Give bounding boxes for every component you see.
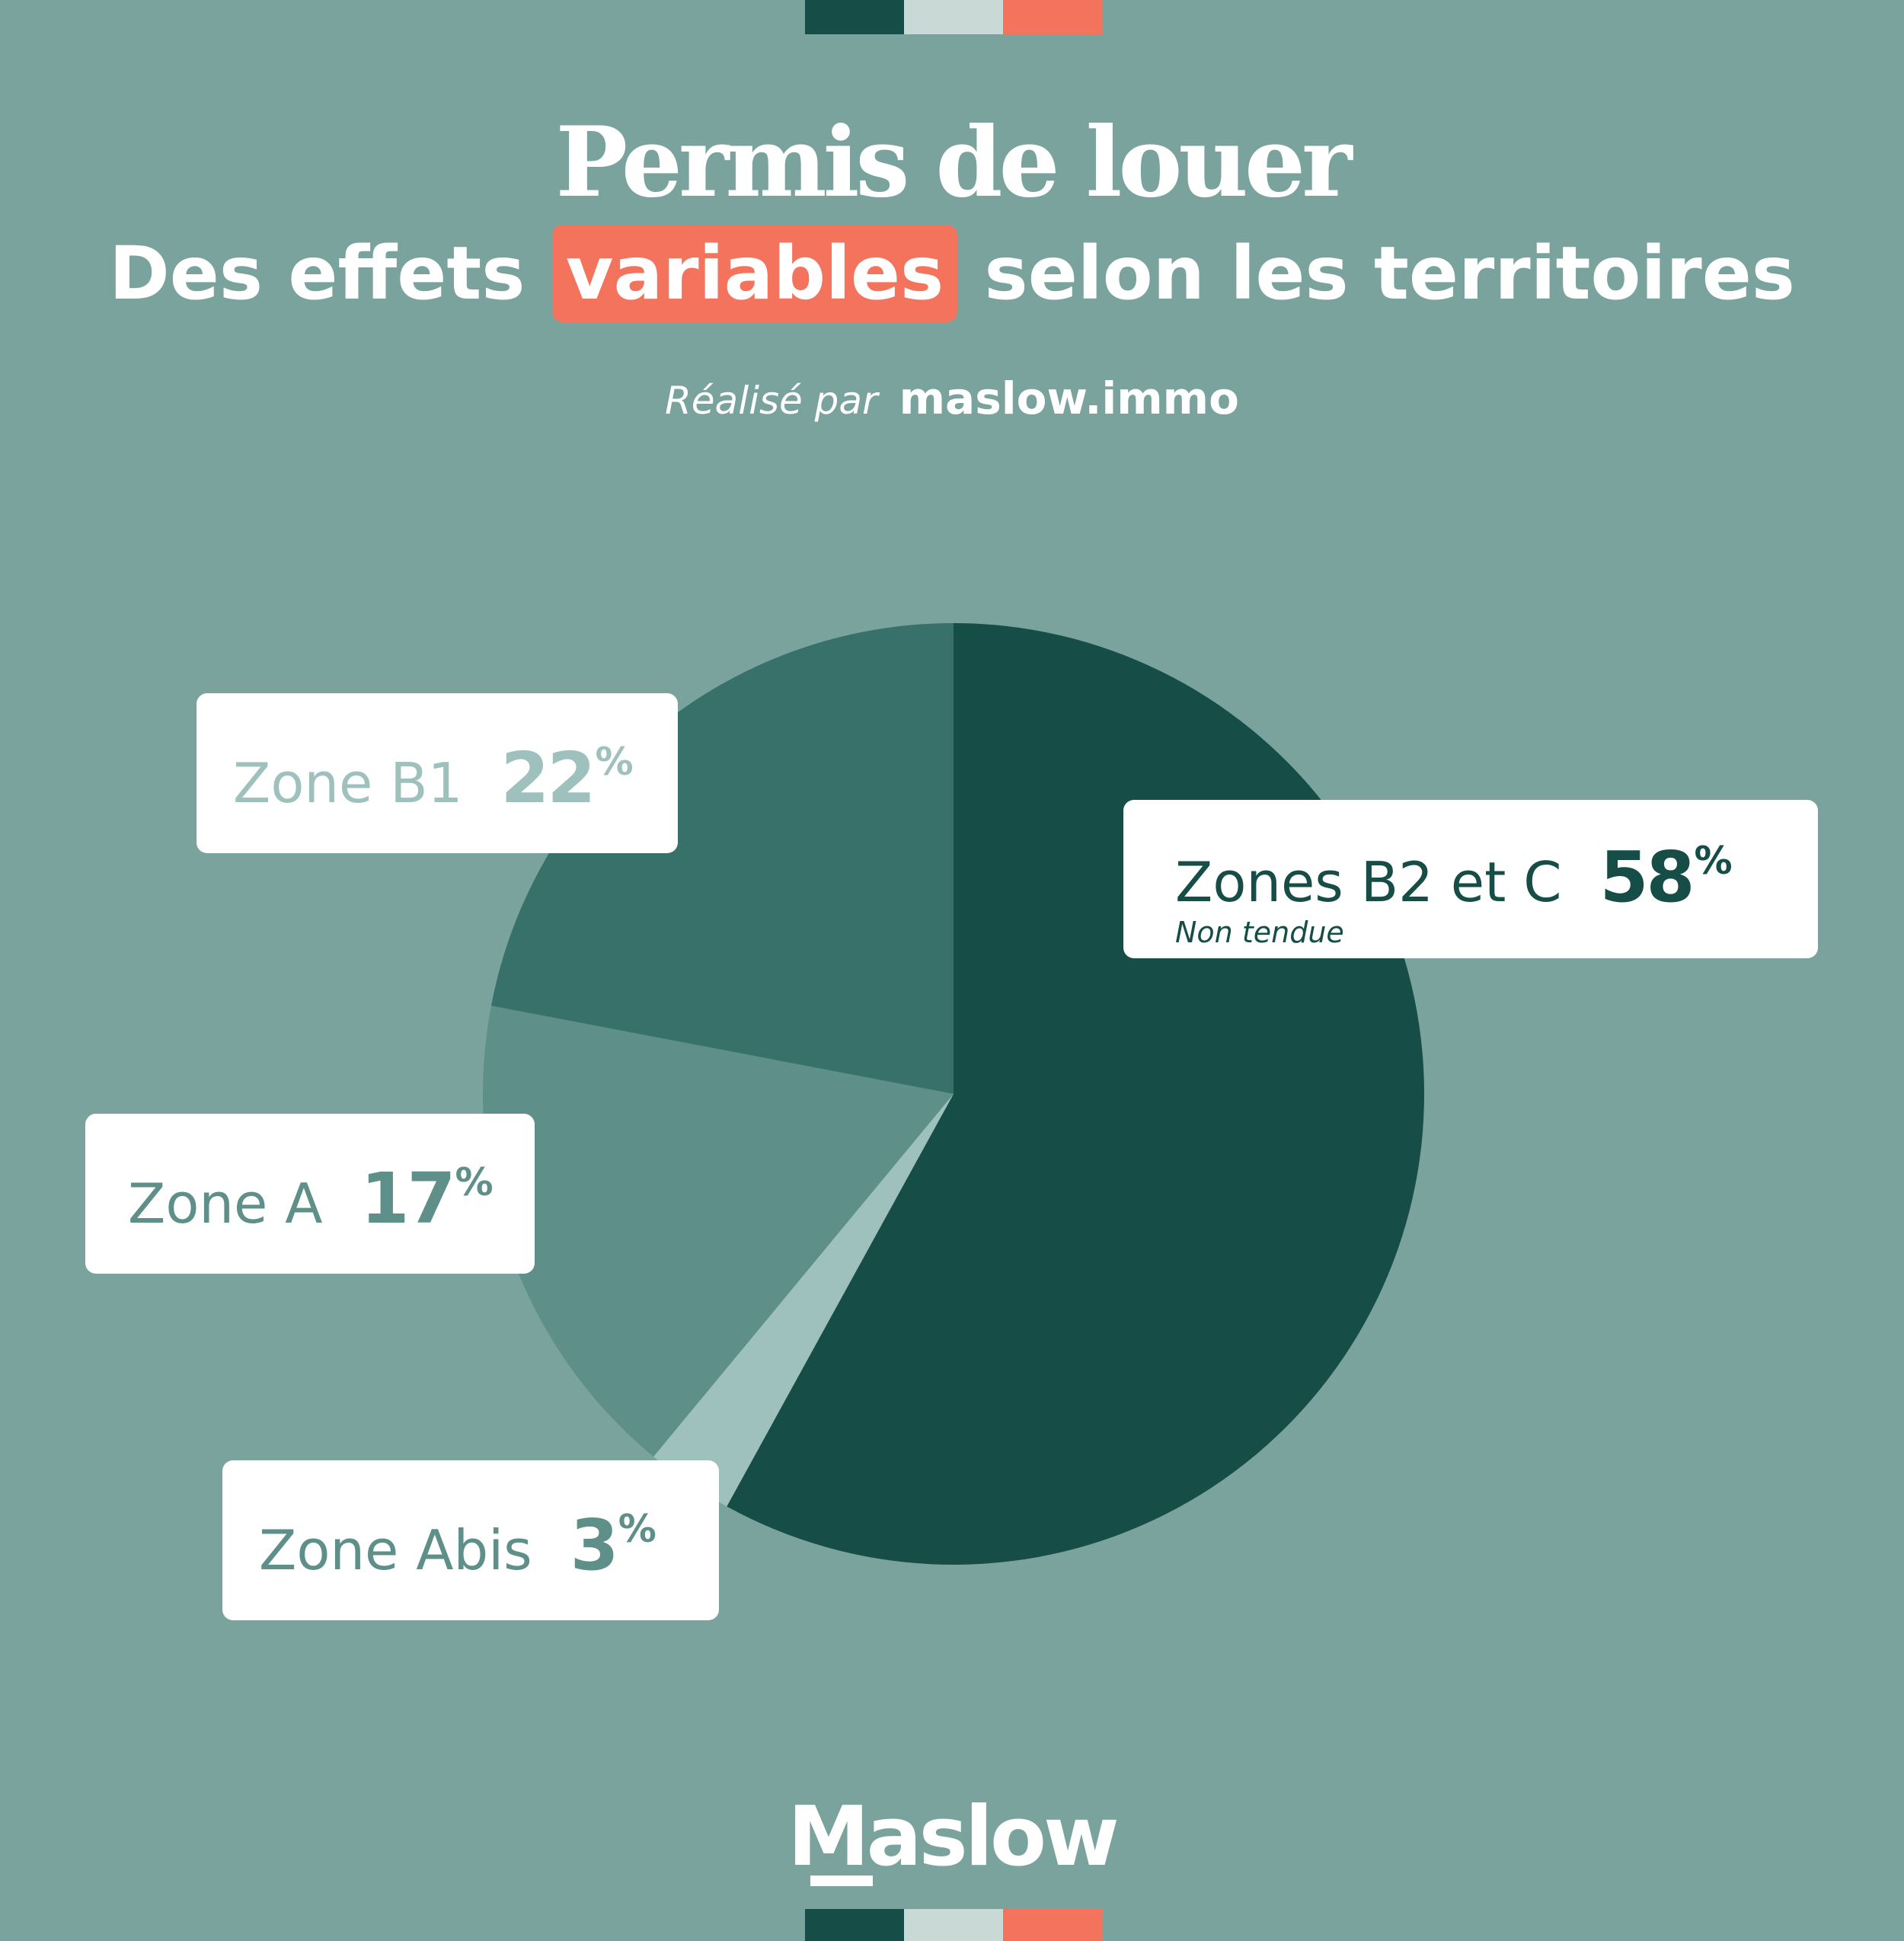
label-zone-b1: Zone B1 22% — [196, 693, 678, 853]
flag-stripe-light — [904, 1909, 1003, 1941]
flag-stripe-coral — [1003, 0, 1102, 34]
percent-sign: % — [455, 1160, 494, 1204]
label-zone-b1-number: 22 — [500, 737, 596, 819]
flag-stripe-light — [904, 0, 1003, 34]
label-zone-abis-number: 3 — [570, 1505, 619, 1586]
percent-sign: % — [1694, 839, 1733, 883]
flag-stripe-coral — [1003, 1909, 1102, 1941]
credit-prefix: Réalisé par — [665, 379, 878, 423]
flag-stripe-dark — [805, 1909, 904, 1941]
flag-stripe-top — [805, 0, 1102, 34]
label-zone-abis-value: 3% — [570, 1505, 656, 1586]
subtitle-after: selon les territoires — [984, 231, 1795, 316]
maslow-logo: Maslow — [787, 1789, 1120, 1885]
label-zone-abis-name: Zone Abis — [259, 1518, 532, 1582]
pie-slice-zone-b1 — [490, 623, 954, 1094]
credit-line: Réalisé par maslow.immo — [0, 372, 1904, 436]
label-zones-b2-c-number: 58 — [1599, 836, 1695, 918]
label-zone-a-value: 17% — [360, 1158, 493, 1239]
pie-slice-zone-a — [483, 1006, 954, 1457]
percent-sign: % — [595, 740, 634, 784]
label-zones-b2-c-value: 58% — [1599, 836, 1732, 918]
pie-slice-zone-abis — [653, 1094, 954, 1507]
subtitle-before: Des effets — [109, 231, 526, 316]
label-zone-a-name: Zone A — [128, 1172, 323, 1236]
label-zone-b1-name: Zone B1 — [233, 751, 463, 815]
label-zone-a: Zone A 17% — [85, 1114, 535, 1274]
label-zone-b1-value: 22% — [500, 737, 633, 819]
label-zone-abis: Zone Abis 3% — [222, 1460, 719, 1620]
credit-site: maslow.immo — [899, 373, 1239, 424]
label-zones-b2-c: Zones B2 et C 58% Non tendue — [1123, 800, 1818, 958]
logo-underline — [810, 1875, 873, 1886]
flag-stripe-bottom — [805, 1909, 1102, 1941]
flag-stripe-dark — [805, 0, 904, 34]
label-zones-b2-c-sublabel: Non tendue — [1175, 916, 1344, 949]
page-subtitle: Des effets variables selon les territoir… — [0, 225, 1904, 322]
label-zone-a-number: 17 — [360, 1158, 455, 1239]
label-zones-b2-c-name: Zones B2 et C — [1175, 850, 1562, 914]
page-title: Permis de louer — [555, 106, 1352, 219]
subtitle-highlight: variables — [551, 225, 958, 322]
percent-sign: % — [618, 1507, 656, 1551]
